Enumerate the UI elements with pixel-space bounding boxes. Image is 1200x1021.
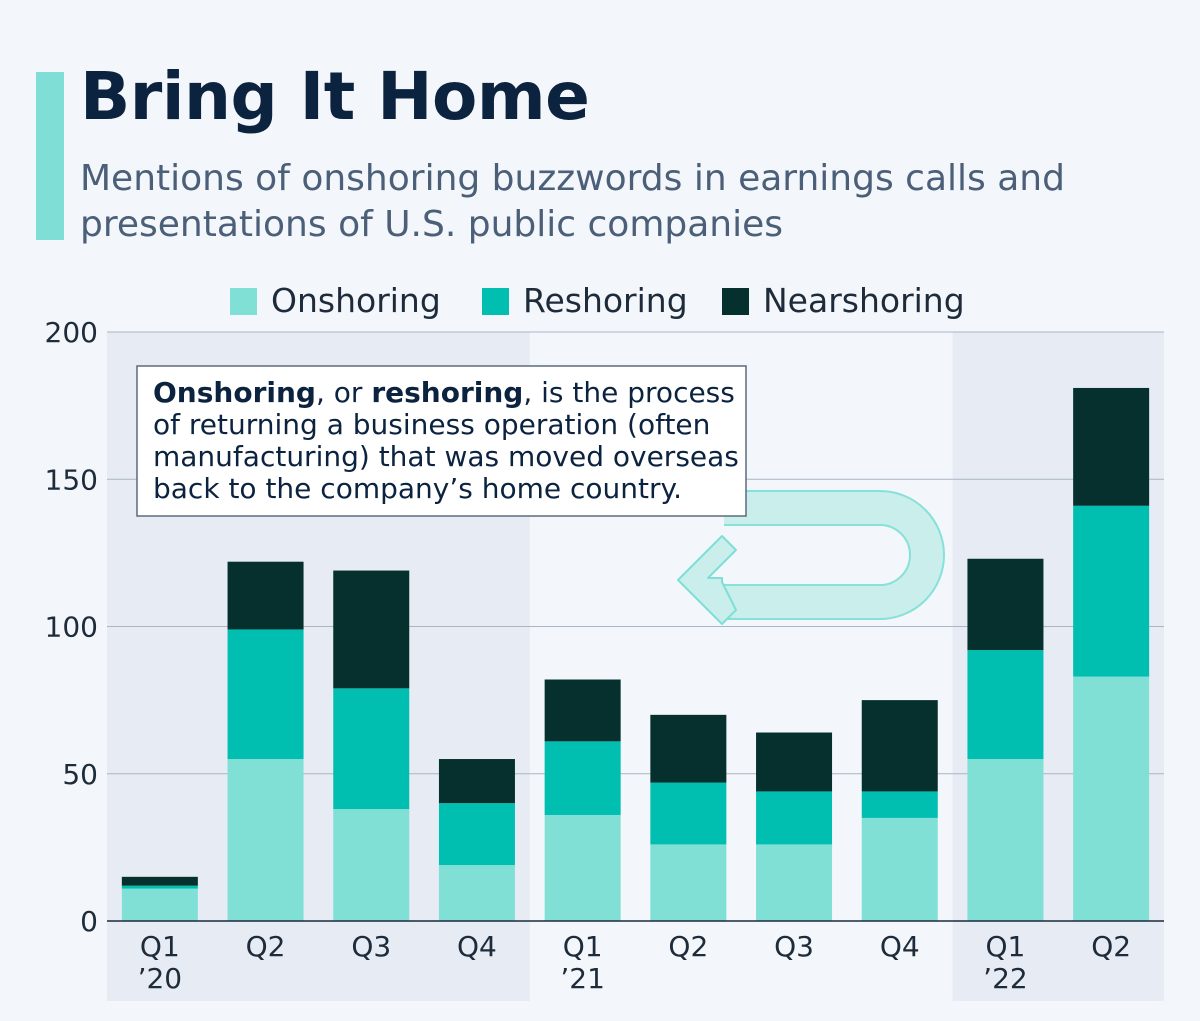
annotation-text: , is the process	[523, 376, 735, 409]
x-tick-label: Q3	[351, 930, 391, 963]
x-tick-label: Q2	[668, 930, 708, 963]
bar-segment-nearshoring	[121, 876, 198, 886]
annotation-line: Onshoring, or reshoring, is the process	[153, 376, 735, 409]
legend-swatch-reshoring	[482, 288, 509, 315]
bar-segment-onshoring	[1073, 676, 1150, 921]
legend-swatch-nearshoring	[722, 288, 749, 315]
bar-segment-nearshoring	[967, 558, 1044, 651]
bar-segment-onshoring	[967, 759, 1044, 921]
bar-segment-onshoring	[227, 759, 304, 921]
x-tick-label: Q4	[880, 930, 920, 963]
bar-segment-reshoring	[333, 688, 410, 810]
y-tick-label: 100	[45, 611, 98, 644]
bar-segment-onshoring	[756, 844, 833, 921]
x-tick-label: ’22	[983, 962, 1028, 995]
title-accent-bar	[36, 72, 64, 240]
bar-segment-reshoring	[967, 650, 1044, 760]
bar-segment-nearshoring	[756, 732, 833, 792]
annotation-box: Onshoring, or reshoring, is the processo…	[136, 365, 747, 517]
arrow-head	[677, 535, 737, 625]
bar-segment-onshoring	[121, 888, 198, 921]
x-tick-label: ’21	[560, 962, 605, 995]
bar-segment-nearshoring	[650, 714, 727, 783]
bar-segment-reshoring	[650, 782, 727, 845]
x-tick-label: Q1	[986, 930, 1026, 963]
y-tick-label: 150	[45, 463, 98, 496]
chart-title: Bring It Home	[80, 58, 590, 135]
bar-segment-onshoring	[861, 817, 938, 921]
bar-segment-nearshoring	[861, 700, 938, 792]
x-tick-label: Q3	[774, 930, 814, 963]
x-tick-label: Q1	[140, 930, 180, 963]
x-tick-label: ’20	[138, 962, 183, 995]
y-tick-label: 0	[80, 905, 98, 938]
bar-segment-nearshoring	[333, 570, 410, 689]
x-tick-label: Q2	[1091, 930, 1131, 963]
x-tick-label: Q2	[246, 930, 286, 963]
bar-segment-onshoring	[333, 809, 410, 921]
annotation-line: of returning a business operation (often	[153, 408, 710, 441]
annotation-bold-term: reshoring	[371, 376, 523, 409]
chart-subtitle: Mentions of onshoring buzzwords in earni…	[80, 158, 1065, 245]
annotation-line: back to the company’s home country.	[153, 472, 682, 505]
y-tick-label: 200	[45, 316, 98, 349]
bar-segment-reshoring	[861, 791, 938, 818]
y-tick-label: 50	[62, 758, 98, 791]
bar-segment-reshoring	[544, 741, 621, 815]
bar-segment-nearshoring	[227, 561, 304, 630]
annotation-line: manufacturing) that was moved overseas	[153, 440, 739, 473]
arrow-body-fill	[724, 492, 943, 618]
legend-label-onshoring: Onshoring	[271, 281, 441, 320]
bar-segment-reshoring	[438, 803, 515, 866]
bar-segment-reshoring	[227, 629, 304, 760]
bar-segment-onshoring	[544, 814, 621, 921]
annotation-text: , or	[316, 376, 371, 409]
bar-segment-reshoring	[756, 791, 833, 845]
u-turn-arrow-icon	[677, 490, 945, 625]
legend-swatch-onshoring	[230, 288, 257, 315]
annotation-bold-term: Onshoring	[153, 376, 316, 409]
bar-segment-onshoring	[438, 865, 515, 921]
bar-segment-reshoring	[1073, 505, 1150, 677]
bar-segment-onshoring	[650, 844, 727, 921]
bar-segment-nearshoring	[1073, 387, 1150, 506]
bar-segment-nearshoring	[544, 679, 621, 742]
bar-segment-nearshoring	[438, 759, 515, 804]
x-tick-label: Q1	[563, 930, 603, 963]
annotation-frame	[136, 365, 747, 517]
x-tick-label: Q4	[457, 930, 497, 963]
bar-segment-reshoring	[121, 885, 198, 889]
legend-label-reshoring: Reshoring	[523, 281, 688, 320]
legend-label-nearshoring: Nearshoring	[763, 281, 965, 320]
